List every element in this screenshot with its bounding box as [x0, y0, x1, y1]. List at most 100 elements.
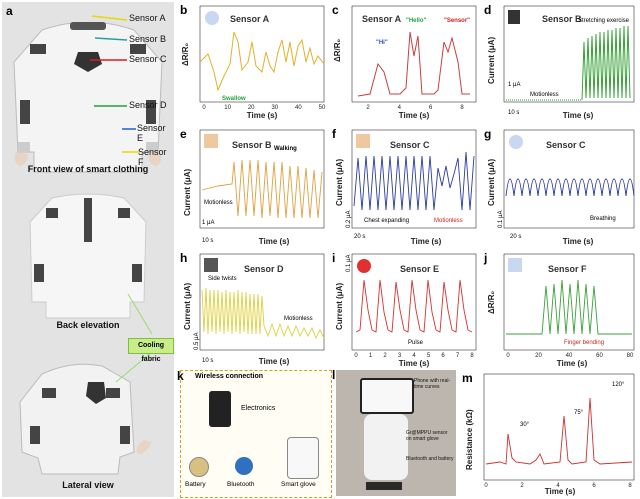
- panel-i-xticks: 0 1 2 3 4 5 6 7 8: [354, 353, 474, 359]
- lateral-shirt: [19, 363, 152, 475]
- glove-photo: [364, 414, 408, 480]
- phone-screen: [360, 378, 414, 414]
- x-tick-label: 6: [441, 353, 445, 359]
- caption-front-view: Front view of smart clothing: [27, 164, 149, 174]
- x-tick-label: 5: [427, 353, 431, 359]
- panel-g-title: Sensor C: [546, 140, 586, 150]
- x-tick-label: 40: [295, 105, 302, 111]
- chest-icon: [356, 134, 370, 148]
- cooling-fabric-label: Cooling fabric: [128, 338, 174, 363]
- panel-l-photo: l Phone with real-time curves Gr@MPPU se…: [332, 368, 456, 496]
- phone-icon: [209, 391, 231, 427]
- panel-b-title: Sensor A: [230, 14, 270, 24]
- panel-f-annotation-motionless: Motionless: [434, 218, 463, 224]
- x-tick-label: 2: [520, 483, 524, 489]
- smart-glove-icon: [287, 437, 319, 479]
- lungs-icon: [509, 135, 523, 149]
- x-tick-label: 4: [398, 105, 402, 111]
- panel-f-scale-y: 0.2 μA: [346, 211, 352, 228]
- x-tick-label: 1: [369, 353, 373, 359]
- x-tick-label: 80: [627, 353, 634, 359]
- panel-letter-e: e: [180, 127, 187, 141]
- bluetooth-note: Bluetooth and battery: [406, 456, 454, 462]
- smart-glove-label: Smart glove: [281, 481, 316, 488]
- x-tick-label: 6: [429, 105, 433, 111]
- side-twist-icon: [204, 258, 218, 272]
- panel-letter-b: b: [180, 3, 187, 17]
- panel-g-scale-y: 0.1 μA: [498, 211, 504, 228]
- panel-h-annotation-twists: Side twists: [208, 276, 237, 282]
- panel-h-chart: h Sensor D Side twists Motionless 10 s 0…: [180, 251, 325, 366]
- sensor-e-label: Sensor E: [137, 123, 166, 143]
- x-tick-label: 4: [412, 353, 416, 359]
- sensor-a-label: Sensor A: [129, 13, 166, 23]
- panel-i-annotation-pulse: Pulse: [408, 340, 424, 346]
- sensor-b-label: Sensor B: [129, 34, 167, 44]
- x-tick-label: 8: [470, 353, 474, 359]
- panel-j-annotation-bending: Finger bending: [564, 340, 604, 346]
- panel-g-scale-x: 20 s: [510, 234, 521, 240]
- x-tick-label: 8: [628, 483, 632, 489]
- panel-d-annotation-stretching: Stretching exercise: [578, 18, 630, 24]
- x-tick-label: 7: [456, 353, 460, 359]
- bluetooth-icon: [235, 457, 253, 475]
- panel-k-title: Wireless connection: [195, 373, 264, 380]
- clothing-illustration-panel: a: [2, 2, 174, 497]
- panel-g-annotation-breathing: Breathing: [590, 216, 616, 222]
- phone-note: Phone with real-time curves: [414, 378, 451, 390]
- panel-e-annotation-walking: Walking: [274, 146, 297, 152]
- panel-letter-a: a: [6, 4, 13, 18]
- shirt-drawings: [13, 15, 163, 475]
- panel-h-ylabel: Current (μA): [183, 283, 192, 330]
- panel-b-ylabel: ΔR/R₀: [181, 42, 190, 66]
- panel-c-title: Sensor A: [362, 14, 402, 24]
- sensor-c-label: Sensor C: [129, 54, 167, 64]
- panel-i-chart: i Sensor E Pulse 0.1 μA 0 1 2 3 4 5 6 7 8 Time (…: [332, 251, 477, 368]
- panel-f-annotation-chest: Chest expanding: [364, 218, 409, 224]
- word-hi: "Hi": [376, 40, 388, 46]
- panel-letter-h: h: [180, 251, 187, 265]
- panel-letter-f: f: [332, 127, 337, 141]
- heart-icon: [357, 259, 371, 273]
- panel-d-scale-y: 1 μA: [508, 82, 520, 88]
- panel-f-chart: f Sensor C Chest expanding Motionless 20…: [332, 127, 477, 246]
- panel-f-scale-x: 20 s: [354, 234, 365, 240]
- electronics-label: Electronics: [241, 405, 276, 412]
- panel-d-annotation-motionless: Motionless: [530, 92, 559, 98]
- panel-c-xticks: 2 4 6 8: [366, 105, 464, 111]
- panel-f-xlabel: Time (s): [411, 237, 442, 246]
- panel-letter-i: i: [332, 251, 335, 265]
- word-hello: "Hello": [406, 18, 427, 24]
- panel-e-scale-x: 10 s: [202, 238, 213, 244]
- angle-120: 120°: [612, 382, 625, 388]
- hand-icon: [508, 258, 522, 272]
- panel-letter-g: g: [484, 127, 491, 141]
- x-tick-label: 0: [354, 353, 358, 359]
- x-tick-label: 8: [460, 105, 464, 111]
- x-tick-label: 30: [271, 105, 278, 111]
- panel-g-chart: g Sensor C Breathing 20 s 0.1 μA Time (s…: [484, 127, 635, 246]
- panel-g-ylabel: Current (μA): [487, 159, 496, 206]
- panel-e-ylabel: Current (μA): [183, 169, 192, 216]
- panel-i-xlabel: Time (s): [399, 359, 430, 368]
- x-tick-label: 4: [556, 483, 560, 489]
- panel-e-title: Sensor B: [232, 140, 272, 150]
- panel-f-title: Sensor C: [390, 140, 430, 150]
- stretching-icon: [508, 10, 520, 24]
- panel-m-chart: m 30° 75° 120° 0 2 4 6 8 Time (s) Resistance…: [462, 371, 635, 496]
- panel-h-xlabel: Time (s): [259, 357, 290, 366]
- bluetooth-label: Bluetooth: [227, 481, 255, 488]
- panel-e-chart: e Sensor B Walking Motionless 1 μA 10 s …: [180, 127, 325, 246]
- panel-m-ylabel: Resistance (kΩ): [465, 409, 474, 470]
- panel-m-xlabel: Time (s): [545, 487, 576, 496]
- x-tick-label: 20: [535, 353, 542, 359]
- panel-b-annotation: Swallow: [222, 96, 246, 102]
- x-tick-label: 60: [596, 353, 603, 359]
- word-sensor: "Sensor": [444, 18, 470, 24]
- battery-label: Battery: [185, 481, 206, 488]
- panel-d-scale-x: 10 s: [508, 110, 519, 116]
- panel-e-xlabel: Time (s): [259, 237, 290, 246]
- panel-e-annotation-motionless: Motionless: [204, 200, 233, 206]
- panel-b-chart: b Sensor A Swallow Time (s) ΔR/R₀ 0 10 20 3…: [180, 3, 326, 120]
- caption-lateral-view: Lateral view: [62, 480, 114, 490]
